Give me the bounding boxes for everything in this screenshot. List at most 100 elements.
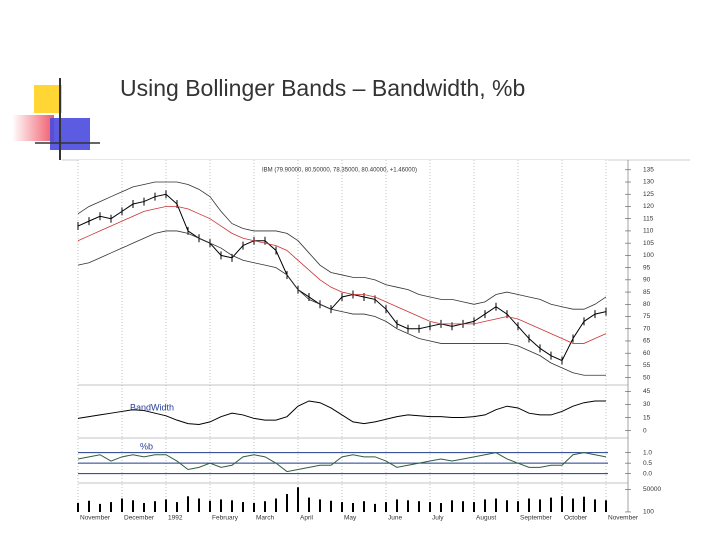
volume-bar [561, 496, 563, 512]
y-tick-label: 30 [643, 401, 651, 408]
y-tick-label: 55 [643, 362, 651, 369]
volume-bar [99, 503, 101, 512]
volume-bar [264, 501, 266, 512]
volume-bar [209, 500, 211, 512]
y-tick-label: 135 [643, 167, 654, 174]
y-tick-label: 115 [643, 215, 654, 222]
y-tick-label: 45 [643, 388, 651, 395]
volume-bar [451, 500, 453, 512]
volume-bar [341, 502, 343, 512]
volume-bar [352, 503, 354, 512]
volume-bar [154, 501, 156, 512]
volume-bar [429, 502, 431, 512]
volume-bar [297, 487, 299, 512]
deco-yellow [34, 85, 62, 113]
panel-title: %b [140, 441, 153, 451]
volume-bar [572, 498, 574, 512]
slide-title: Using Bollinger Bands – Bandwidth, %b [120, 75, 525, 101]
volume-bar [220, 499, 222, 512]
y-tick-label: 110 [643, 228, 654, 235]
y-tick-label: 0.5 [643, 460, 652, 467]
series-line [77, 452, 607, 473]
month-label: April [300, 515, 314, 522]
month-label: July [432, 515, 444, 522]
month-label: February [212, 515, 239, 522]
volume-bar [198, 498, 200, 512]
volume-bar [385, 502, 387, 512]
y-tick-label: 130 [643, 179, 654, 186]
volume-bar [231, 500, 233, 512]
month-label: August [476, 515, 496, 522]
series-line [77, 181, 607, 310]
y-tick-label: 90 [643, 277, 651, 284]
deco-red [12, 115, 54, 141]
volume-bar [330, 500, 332, 512]
volume-bar [418, 501, 420, 512]
month-label: March [256, 515, 274, 522]
volume-bar [363, 501, 365, 512]
y-tick-label: 105 [643, 240, 654, 247]
y-tick-label: 100 [643, 509, 654, 516]
month-label: November [80, 515, 111, 522]
y-tick-label: 100 [643, 252, 654, 259]
panel-title: BandWidth [130, 402, 174, 412]
y-tick-label: 0.0 [643, 470, 652, 477]
volume-bar [286, 494, 288, 512]
volume-bar [407, 500, 409, 512]
volume-bar [605, 500, 607, 512]
deco-blue [50, 118, 90, 150]
volume-bar [462, 501, 464, 512]
volume-bar [440, 503, 442, 512]
volume-bar [473, 502, 475, 512]
volume-bar [517, 501, 519, 512]
volume-bar [242, 502, 244, 512]
y-tick-label: 60 [643, 350, 651, 357]
y-tick-label: 70 [643, 325, 651, 332]
volume-bar [275, 498, 277, 512]
y-tick-label: 85 [643, 289, 651, 296]
volume-bar [506, 500, 508, 512]
volume-bar [132, 500, 134, 512]
y-tick-label: 120 [643, 203, 654, 210]
y-tick-label: 50000 [643, 486, 661, 493]
series-line [77, 400, 606, 426]
volume-bar [374, 503, 376, 512]
month-label: December [124, 515, 155, 522]
annotation: IBM (79.90000, 80.50000, 78.35000, 80.40… [262, 168, 417, 174]
volume-bar [77, 503, 79, 512]
y-tick-label: 15 [643, 414, 651, 421]
y-tick-label: 65 [643, 338, 651, 345]
volume-bar [396, 499, 398, 512]
month-label: June [388, 515, 402, 522]
chart-area [78, 160, 608, 512]
month-label: October [564, 515, 588, 522]
month-label: September [520, 515, 553, 522]
y-tick-label: 50 [643, 374, 651, 381]
volume-bar [110, 502, 112, 512]
y-tick-label: 95 [643, 264, 651, 271]
volume-bar [594, 499, 596, 512]
y-tick-label: 1.0 [643, 449, 652, 456]
volume-bar [88, 500, 90, 512]
y-tick-label: 125 [643, 191, 654, 198]
month-label: May [344, 515, 357, 522]
volume-bar [550, 497, 552, 512]
volume-bar [319, 499, 321, 512]
y-tick-label: 75 [643, 313, 651, 320]
volume-bar [253, 503, 255, 512]
volume-bar [539, 499, 541, 512]
volume-bar [165, 499, 167, 512]
volume-bar [143, 503, 145, 512]
volume-bar [308, 497, 310, 512]
volume-bar [121, 498, 123, 512]
volume-bar [495, 498, 497, 512]
volume-bar [583, 496, 585, 512]
month-label: 1992 [168, 515, 183, 522]
volume-bar [484, 499, 486, 512]
y-tick-label: 80 [643, 301, 651, 308]
month-label: November [608, 515, 639, 522]
series-line [77, 206, 607, 344]
volume-bar [528, 498, 530, 512]
